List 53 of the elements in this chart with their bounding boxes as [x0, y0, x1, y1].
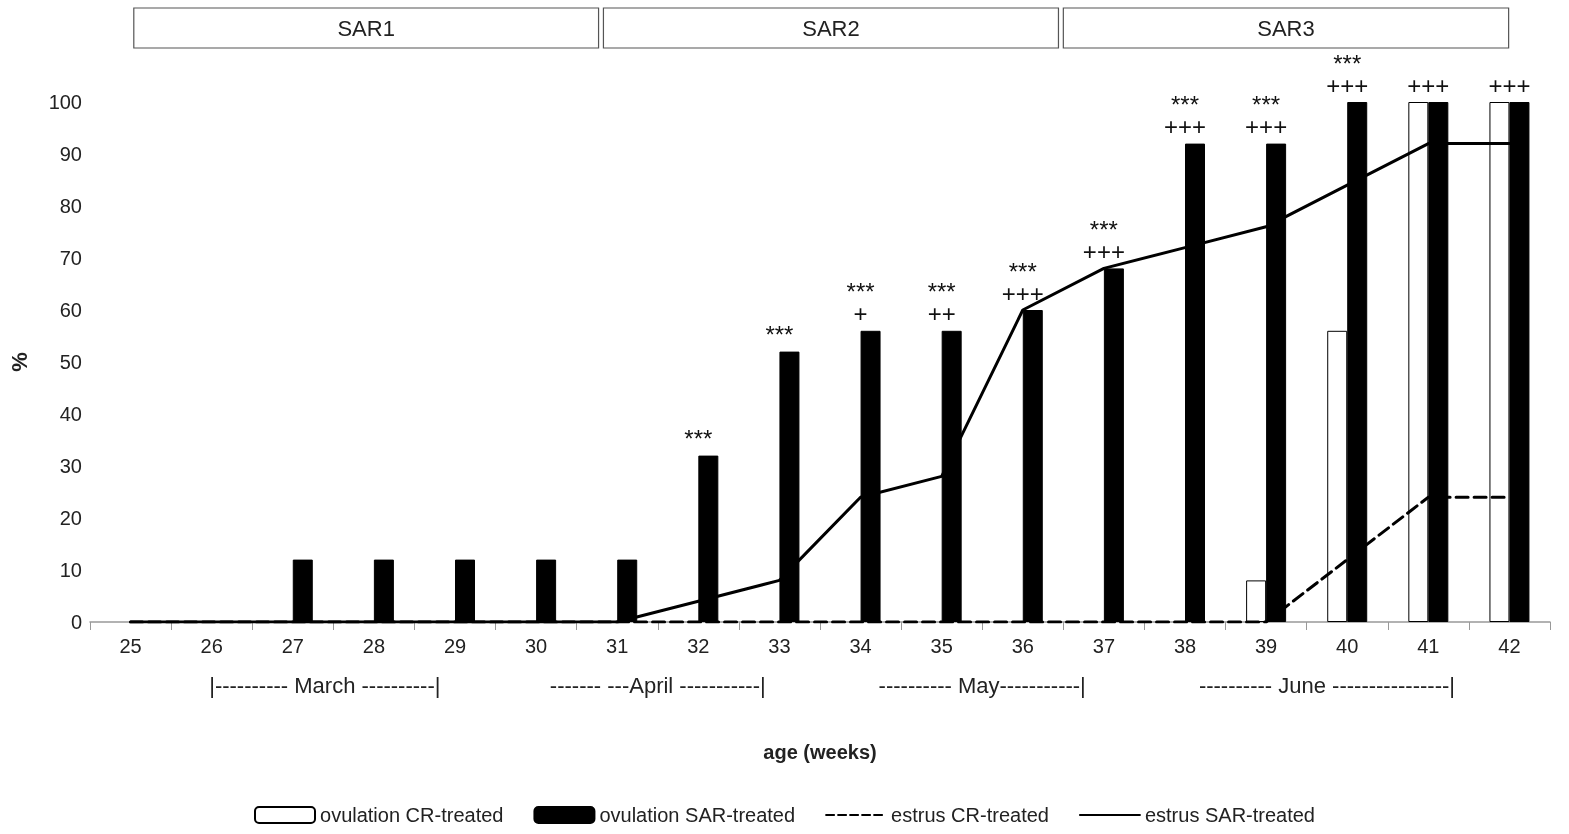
text: ------- ---April -----------|	[549, 672, 766, 698]
y-tick-label: 90	[59, 143, 82, 165]
x-tick-label: 41	[1417, 635, 1440, 657]
annotation: *** +++	[1326, 49, 1369, 99]
x-tick-label: 29	[443, 635, 467, 657]
text: SAR1	[337, 15, 395, 41]
y-tick-label: 60	[59, 299, 82, 321]
annotation: *** +++	[1082, 215, 1125, 265]
x-tick-label: 28	[362, 635, 386, 657]
annotation: *** +++	[1245, 91, 1288, 141]
text: |---------- March ----------|	[209, 672, 441, 698]
text: ---------- June ----------------|	[1198, 672, 1456, 698]
x-tick-label: 42	[1498, 635, 1521, 657]
x-tick-label: 26	[200, 635, 223, 657]
y-tick-label: 20	[59, 507, 82, 529]
x-tick-label: 34	[849, 635, 872, 657]
legend-label: estrus SAR-treated	[1144, 804, 1316, 826]
text: SAR2	[802, 15, 860, 41]
legend-label: ovulation CR-treated	[320, 804, 504, 826]
x-tick-label: 30	[524, 635, 548, 657]
y-tick-label: 10	[59, 559, 82, 581]
x-tick-label: 39	[1254, 635, 1278, 657]
x-tick-label: 33	[768, 635, 791, 657]
y-tick-label: 70	[59, 247, 82, 269]
x-tick-label: 38	[1173, 635, 1197, 657]
y-axis-title: %	[6, 352, 32, 372]
legend-label: ovulation SAR-treated	[599, 804, 796, 826]
annotation: +++	[1407, 71, 1450, 99]
annotation: *** +++	[1001, 257, 1044, 307]
text: SAR3	[1257, 15, 1315, 41]
y-tick-label: 30	[59, 455, 82, 477]
x-tick-label: 35	[930, 635, 953, 657]
annotation: *** ++	[927, 278, 956, 328]
x-tick-label: 40	[1336, 635, 1359, 657]
annotation: +++	[1488, 71, 1531, 99]
x-tick-label: 27	[281, 635, 304, 657]
text: ---------- May-----------|	[878, 672, 1086, 698]
x-tick-label: 25	[119, 635, 142, 657]
y-tick-label: 40	[59, 403, 82, 425]
x-axis-title: age (weeks)	[763, 741, 877, 763]
annotation: ***	[684, 425, 713, 453]
y-tick-label: 50	[59, 351, 82, 373]
x-tick-label: 36	[1011, 635, 1034, 657]
annotation: *** +	[846, 278, 875, 328]
y-tick-label: 0	[70, 611, 82, 633]
x-tick-label: 31	[606, 635, 629, 657]
legend-label: estrus CR-treated	[891, 804, 1049, 826]
annotation: *** +++	[1163, 91, 1207, 141]
y-tick-label: 80	[59, 195, 82, 217]
x-tick-label: 32	[687, 635, 710, 657]
x-tick-label: 37	[1092, 635, 1116, 657]
y-tick-label: 100	[48, 91, 82, 113]
annotation: ***	[765, 321, 794, 349]
